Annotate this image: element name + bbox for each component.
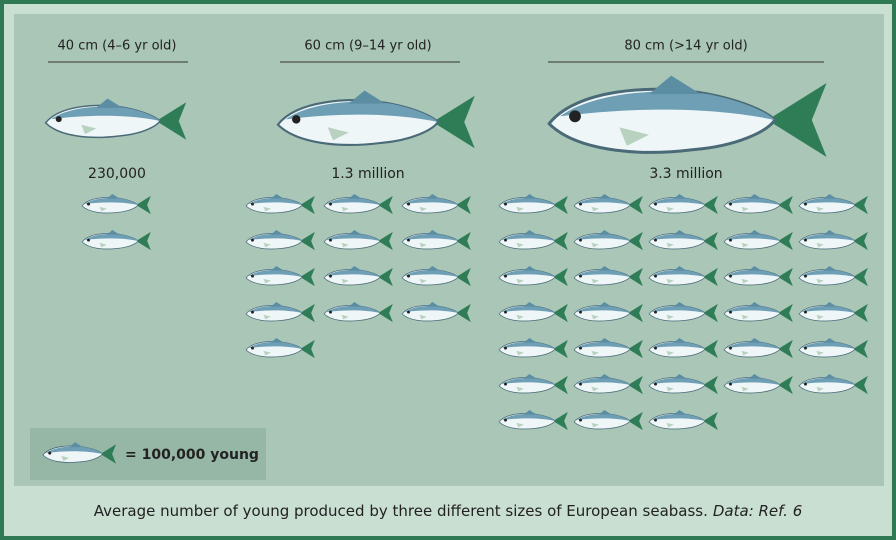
source: Data: Ref. 6 — [713, 502, 802, 520]
value-label: 1.3 million — [331, 166, 404, 182]
column-heading: 60 cm (9–14 yr old) — [304, 39, 431, 54]
caption: Average number of young produced by thre… — [94, 502, 803, 520]
value-label: 230,000 — [88, 166, 146, 182]
column-heading: 40 cm (4–6 yr old) — [58, 39, 177, 54]
panel — [14, 14, 884, 486]
legend-label: = 100,000 young — [125, 447, 259, 463]
column-heading: 80 cm (>14 yr old) — [624, 39, 747, 54]
value-label: 3.3 million — [649, 166, 722, 182]
infographic: = 100,000 young Average number of young … — [0, 0, 896, 540]
caption-text: Average number of young produced by thre… — [94, 502, 708, 520]
page: = 100,000 young Average number of young … — [0, 0, 896, 540]
